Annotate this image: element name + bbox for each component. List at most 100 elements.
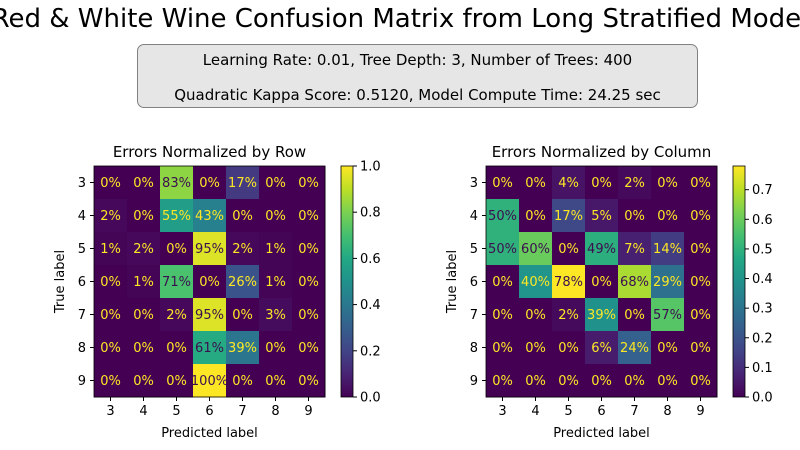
cell-value-label: 68% xyxy=(620,275,649,290)
x-axis-label: Predicted label xyxy=(161,426,258,441)
cell-value-label: 49% xyxy=(587,242,616,257)
heatmap-column-normalized: 0% 0% 4% 0% 2% 0% 0%50% 0% 17% 5% 0% 0% 0%50% 60% 0% 49… xyxy=(445,143,773,441)
y-tick-label: 6 xyxy=(78,275,86,290)
heatmap-cell xyxy=(193,331,227,365)
cell-value-label: 0% xyxy=(298,242,319,257)
heatmap-cell xyxy=(127,298,161,332)
cell-value-label: 0% xyxy=(265,374,286,389)
cell-value-label: 95% xyxy=(195,242,224,257)
cell-value-label: 0% xyxy=(100,341,121,356)
cell-value-label: 0% xyxy=(298,308,319,323)
parameters-line: Learning Rate: 0.01, Tree Depth: 3, Numb… xyxy=(202,51,633,69)
subplot-title: Errors Normalized by Column xyxy=(492,143,712,161)
cell-value-label: 17% xyxy=(554,209,583,224)
colorbar-tick-label: 0.3 xyxy=(752,302,773,317)
cell-value-label: 0% xyxy=(100,374,121,389)
cell-value-label: 4% xyxy=(558,176,579,191)
colorbar-tick-label: 0.4 xyxy=(752,272,773,287)
score-line: Quadratic Kappa Score: 0.5120, Model Com… xyxy=(174,86,661,104)
cell-value-label: 78% xyxy=(554,275,583,290)
heatmap-cell xyxy=(684,232,718,266)
colorbar-tick-label: 0.2 xyxy=(752,331,773,346)
colorbar-tick-label: 0.0 xyxy=(360,391,381,406)
y-tick-label: 9 xyxy=(78,374,86,389)
heatmap-cell xyxy=(193,265,227,299)
cell-value-label: 0% xyxy=(298,275,319,290)
heatmap-cell xyxy=(618,232,652,266)
cell-value-label: 0% xyxy=(492,275,513,290)
cell-value-label: 71% xyxy=(162,275,191,290)
cell-value-label: 0% xyxy=(558,242,579,257)
cell-value-label: 0% xyxy=(657,374,678,389)
colorbar-tick-label: 0.6 xyxy=(360,252,381,267)
heatmap-cell xyxy=(651,166,685,200)
heatmap-cell xyxy=(618,331,652,365)
heatmap-cell xyxy=(684,199,718,233)
cell-value-label: 0% xyxy=(199,275,220,290)
heatmap-cell xyxy=(259,298,293,332)
cell-value-label: 0% xyxy=(133,176,154,191)
cell-value-label: 2% xyxy=(558,308,579,323)
colorbar-tick-label: 0.6 xyxy=(752,213,773,228)
y-tick-label: 4 xyxy=(470,209,478,224)
x-tick-label: 8 xyxy=(663,404,671,419)
heatmap-cell xyxy=(552,331,586,365)
heatmap-cell xyxy=(292,331,326,365)
colorbar xyxy=(732,165,746,398)
heatmap-cell xyxy=(585,298,619,332)
cell-value-label: 0% xyxy=(525,374,546,389)
colorbar-tick-label: 1.0 xyxy=(360,160,381,175)
cell-value-label: 0% xyxy=(265,341,286,356)
heatmap-cell xyxy=(651,199,685,233)
heatmap-cell xyxy=(94,298,128,332)
cell-value-label: 0% xyxy=(492,176,513,191)
cell-value-label: 83% xyxy=(162,176,191,191)
colorbar-tick-label: 0.7 xyxy=(752,183,773,198)
x-tick-label: 3 xyxy=(106,404,114,419)
heatmap-cell xyxy=(292,298,326,332)
y-tick-label: 5 xyxy=(470,242,478,257)
x-tick-label: 4 xyxy=(139,404,147,419)
cell-value-label: 0% xyxy=(525,308,546,323)
heatmap-cell xyxy=(684,298,718,332)
heatmap-cell xyxy=(127,166,161,200)
heatmap-cell xyxy=(193,166,227,200)
x-tick-label: 5 xyxy=(172,404,180,419)
heatmap-cell xyxy=(651,232,685,266)
cell-value-label: 0% xyxy=(492,341,513,356)
heatmap-cell xyxy=(127,265,161,299)
heatmap-cell xyxy=(618,199,652,233)
heatmap-cell xyxy=(519,331,553,365)
cell-value-label: 7% xyxy=(624,242,645,257)
x-tick-label: 8 xyxy=(271,404,279,419)
cell-value-label: 50% xyxy=(488,242,517,257)
cell-value-label: 29% xyxy=(653,275,682,290)
cell-value-label: 40% xyxy=(521,275,550,290)
x-tick-label: 6 xyxy=(597,404,605,419)
colorbar xyxy=(340,165,354,398)
cell-value-label: 60% xyxy=(521,242,550,257)
heatmap-cell xyxy=(684,166,718,200)
heatmap-cell xyxy=(486,331,520,365)
cell-value-label: 50% xyxy=(488,209,517,224)
x-tick-label: 9 xyxy=(304,404,312,419)
heatmap-cell xyxy=(519,298,553,332)
x-tick-label: 5 xyxy=(564,404,572,419)
x-tick-label: 9 xyxy=(696,404,704,419)
heatmap-cell xyxy=(684,265,718,299)
heatmap-cell xyxy=(519,265,553,299)
cell-value-label: 0% xyxy=(591,275,612,290)
cell-value-label: 39% xyxy=(587,308,616,323)
heatmap-cell xyxy=(94,364,128,398)
cell-value-label: 0% xyxy=(657,209,678,224)
x-tick-label: 7 xyxy=(238,404,246,419)
main-title: Red & White Wine Confusion Matrix from L… xyxy=(0,4,800,34)
cell-value-label: 0% xyxy=(232,308,253,323)
cell-value-label: 0% xyxy=(166,242,187,257)
heatmap-cell xyxy=(226,265,260,299)
heatmap-cell xyxy=(226,199,260,233)
x-tick-label: 4 xyxy=(531,404,539,419)
cell-value-label: 0% xyxy=(265,209,286,224)
heatmap-cell xyxy=(292,199,326,233)
cell-value-label: 0% xyxy=(166,341,187,356)
